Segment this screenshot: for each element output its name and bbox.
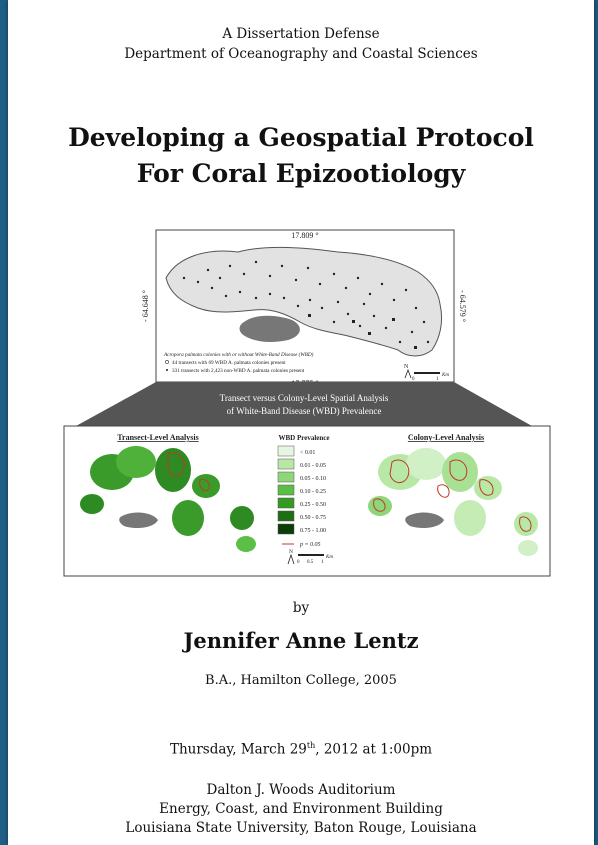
legend-label: < 0.01 bbox=[300, 450, 315, 456]
coord-top: 17.809 ° bbox=[291, 231, 318, 240]
transect-analysis-title: Transect-Level Analysis bbox=[117, 433, 198, 442]
top-legend-line-2: 331 transects with 2,423 non-WBD A. palm… bbox=[172, 368, 305, 374]
venue-line-3: Louisiana State University, Baton Rouge,… bbox=[125, 820, 477, 836]
legend-swatch bbox=[277, 484, 295, 496]
top-legend-line-1: 44 transects with 69 WBD A. palmata colo… bbox=[172, 360, 286, 366]
top-scale-one: 1 bbox=[436, 377, 439, 382]
legend-swatch bbox=[277, 510, 295, 522]
analysis-scale-zero: 0 bbox=[297, 560, 300, 565]
header-line-2: Department of Oceanography and Coastal S… bbox=[124, 46, 478, 62]
coord-right: - 64.579 ° bbox=[458, 290, 467, 322]
legend-swatch bbox=[277, 523, 295, 535]
wbd-legend-symbol bbox=[165, 360, 169, 364]
lagoon-shape bbox=[239, 315, 300, 342]
legend-swatch bbox=[277, 497, 295, 509]
coord-left: - 64.648 ° bbox=[141, 290, 150, 322]
banner-trapezoid bbox=[76, 382, 532, 426]
header-line-1: A Dissertation Defense bbox=[222, 26, 380, 42]
legend-swatch bbox=[277, 445, 295, 457]
legend-label: 0.25 - 0.50 bbox=[300, 502, 326, 508]
wbd-markers bbox=[308, 314, 417, 349]
analysis-scale-one: 1 bbox=[321, 560, 324, 565]
venue-line-1: Dalton J. Woods Auditorium bbox=[206, 782, 396, 798]
author-name: Jennifer Anne Lentz bbox=[183, 628, 419, 653]
analysis-scale-bar bbox=[298, 554, 324, 556]
colony-level-map bbox=[368, 448, 538, 556]
author-degree: B.A., Hamilton College, 2005 bbox=[205, 673, 397, 688]
banner-line-2: of White-Band Disease (WBD) Prevalence bbox=[227, 406, 382, 416]
date-suffix: th bbox=[306, 741, 316, 750]
date-time: , 2012 at 1:00pm bbox=[315, 741, 433, 758]
island-shape bbox=[165, 246, 443, 357]
analysis-scale-unit: Km bbox=[325, 555, 333, 560]
analysis-north-label: N bbox=[289, 549, 293, 555]
legend-label: 0.01 - 0.05 bbox=[300, 463, 326, 469]
defense-date: Thursday, March 29th, 2012 at 1:00pm bbox=[8, 741, 594, 758]
top-north-label: N bbox=[404, 364, 409, 370]
top-north-arrow bbox=[404, 368, 412, 379]
transect-dots bbox=[182, 260, 430, 344]
coral-figure: 17.809 ° 17.775 ° - 64.648 ° - 64.579 ° … bbox=[63, 229, 551, 577]
date-main: Thursday, March 29 bbox=[169, 741, 307, 758]
prevalence-legend-title: WBD Prevalence bbox=[279, 434, 330, 442]
legend-label: 0.50 - 0.75 bbox=[300, 515, 326, 521]
top-scale-unit: Km bbox=[441, 373, 449, 378]
title-line-2: For Coral Epizootiology bbox=[136, 159, 466, 188]
venue-line-2: Energy, Coast, and Environment Building bbox=[159, 801, 443, 817]
legend-swatch bbox=[277, 458, 295, 470]
top-scale-bar bbox=[414, 372, 440, 374]
legend-label: 0.05 - 0.10 bbox=[300, 476, 326, 482]
by-label: by bbox=[292, 600, 310, 616]
poster-page: A Dissertation Defense Department of Oce… bbox=[8, 0, 594, 845]
p-value-label: p = 0.05 bbox=[299, 542, 321, 548]
analysis-north-arrow bbox=[287, 553, 295, 565]
prevalence-legend: < 0.01 0.01 - 0.05 0.05 - 0.10 0.10 - 0.25 0… bbox=[277, 445, 326, 535]
legend-swatch bbox=[277, 471, 295, 483]
title-line-1: Developing a Geospatial Protocol bbox=[68, 123, 534, 152]
legend-label: 0.10 - 0.25 bbox=[300, 489, 326, 495]
top-legend-title: Acropora palmata colonies with or withou… bbox=[163, 351, 314, 358]
banner-line-1: Transect versus Colony-Level Spatial Ana… bbox=[220, 393, 389, 403]
transect-level-map bbox=[80, 446, 256, 552]
top-scale-zero: 0 bbox=[412, 377, 415, 382]
legend-label: 0.75 - 1.00 bbox=[300, 528, 326, 534]
analysis-scale-half: 0.5 bbox=[307, 560, 314, 565]
colony-analysis-title: Colony-Level Analysis bbox=[408, 433, 484, 442]
transect-legend-symbol bbox=[166, 369, 168, 371]
